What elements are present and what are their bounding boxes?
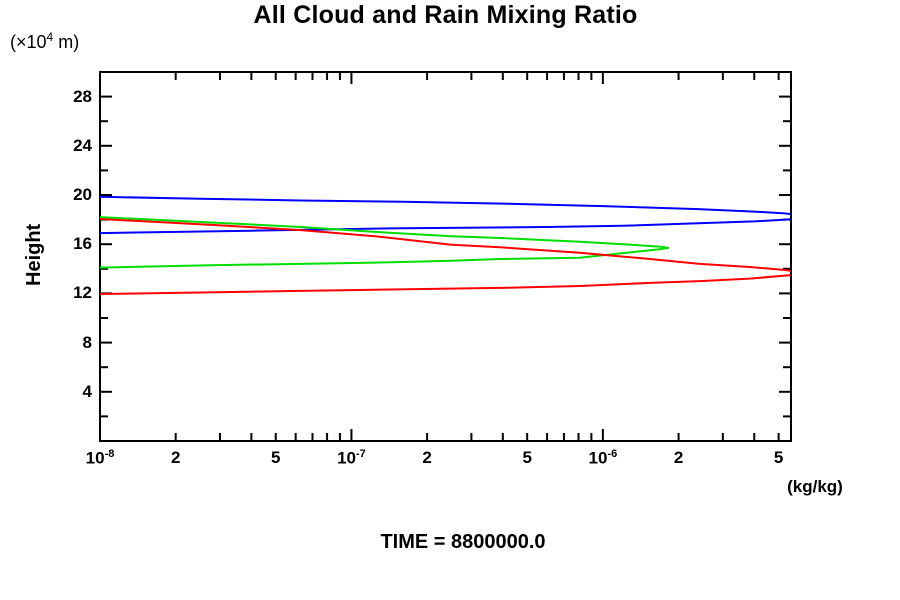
x-tick-label: 10-7 — [337, 448, 366, 468]
red-profile-curve — [100, 218, 791, 295]
x-tick-label: 10-6 — [588, 448, 618, 468]
y-tick-label: 20 — [73, 185, 92, 204]
y-tick-label: 16 — [73, 234, 92, 254]
x-axis-unit-label: (kg/kg) — [787, 477, 843, 496]
x-tick-label: 2 — [170, 448, 181, 467]
x-tick-label: 5 — [773, 448, 784, 467]
time-annotation: TIME = 8800000.0 — [380, 531, 546, 553]
x-tick-label: 2 — [673, 448, 684, 467]
y-tick-label: 28 — [73, 86, 92, 106]
x-tick-label: 2 — [422, 448, 432, 467]
x-tick-label: 5 — [522, 448, 532, 467]
y-tick-label: 24 — [73, 135, 92, 155]
page-title: All Cloud and Rain Mixing Ratio — [253, 1, 638, 29]
curves-group — [100, 195, 791, 295]
y-tick-label: 12 — [73, 283, 92, 303]
blue-profile-curve — [100, 195, 791, 235]
x-tick-label: 5 — [271, 448, 281, 467]
green-profile-curve — [100, 216, 670, 269]
y-axis-unit-label: (×104 m) — [10, 30, 80, 52]
y-tick-label: 8 — [82, 332, 92, 352]
plot-frame — [99, 71, 792, 442]
y-axis-unit-exponent: 4 — [46, 30, 54, 44]
x-tick-label: 10-8 — [85, 448, 115, 468]
y-tick-label: 4 — [82, 381, 92, 401]
